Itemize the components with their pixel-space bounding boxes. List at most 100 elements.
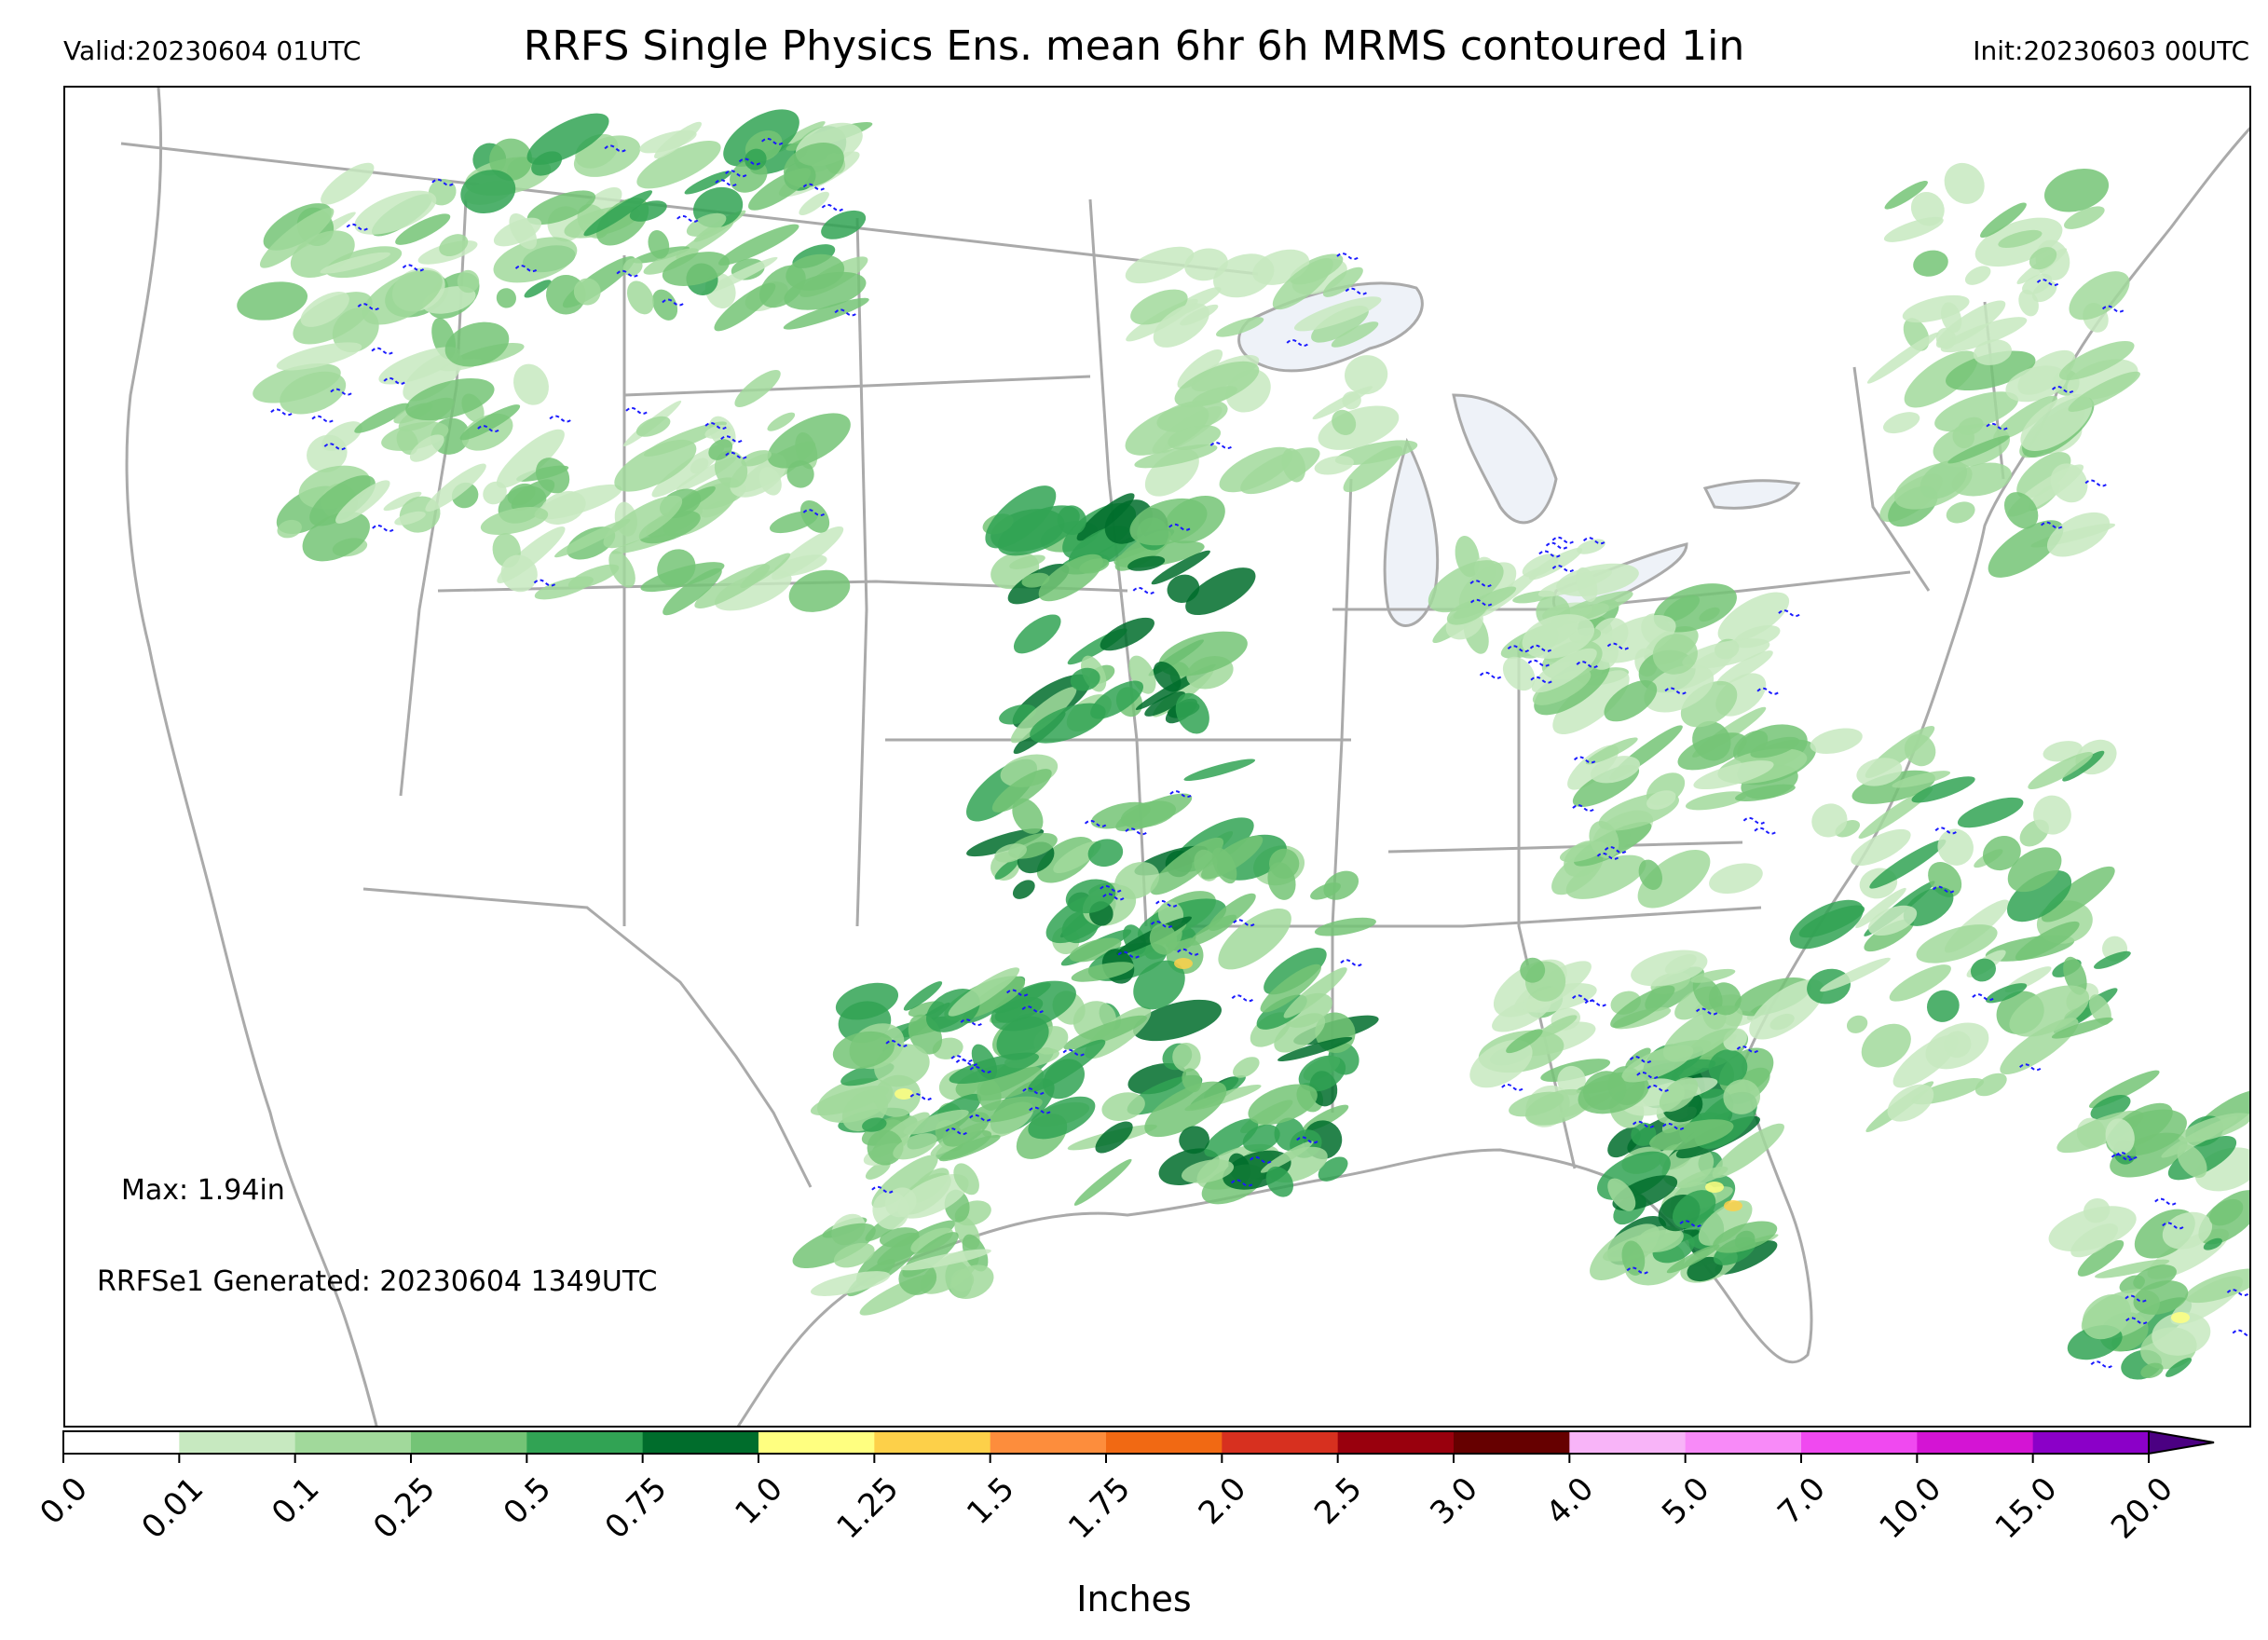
mrms-contour: [1501, 1083, 1525, 1091]
precip-cell: [2140, 1362, 2164, 1378]
mrms-contour: [1934, 827, 1959, 835]
colorbar-swatch: [758, 1431, 875, 1454]
precip-cell: [784, 271, 867, 310]
mrms-contour: [885, 1039, 909, 1047]
colorbar-swatches: [62, 1429, 2215, 1456]
precip-cell: [394, 511, 426, 526]
precip-cell: [1134, 444, 1218, 469]
precip-cell: [1749, 979, 1824, 1040]
mrms-contour: [1336, 253, 1360, 261]
precip-cell: [626, 280, 654, 315]
precip-cell: [1904, 350, 1978, 408]
precip-cell: [1293, 296, 1382, 332]
precip-cell: [1993, 395, 2057, 441]
precip-cell: [2031, 280, 2057, 303]
precip-cell: [821, 210, 867, 239]
precip-cell: [1925, 1022, 1989, 1070]
precip-cell: [767, 413, 851, 469]
precip-cell: [1810, 728, 1863, 754]
precip-cell: [1184, 248, 1228, 281]
precip-cell: [354, 403, 410, 433]
precip-cell: [489, 138, 533, 181]
precip-cell: [948, 967, 1020, 1017]
precip-cell: [1509, 1091, 1564, 1117]
map-title: RRFS Single Physics Ens. mean 6hr 6h MRM…: [523, 22, 1745, 70]
mrms-contour: [2125, 1317, 2150, 1325]
precip-cell: [1666, 1244, 1720, 1274]
mrms-contour: [357, 303, 382, 311]
mrms-contour: [1169, 790, 1194, 799]
precip-cell: [1133, 960, 1185, 1010]
precip-cell: [2082, 1294, 2131, 1340]
mrms-contour: [402, 264, 427, 272]
precip-cell: [457, 269, 480, 294]
colorbar-tick-label: 0.25: [366, 1470, 443, 1547]
mrms-contour: [1572, 804, 1596, 813]
precip-cell: [1717, 592, 1790, 643]
precip-cell: [526, 190, 596, 226]
precip-cell: [2051, 1017, 2113, 1039]
precip-cell: [1520, 957, 1546, 983]
mrms-contour: [604, 144, 628, 153]
mrms-contour: [270, 408, 294, 417]
mrms-contour: [1527, 659, 1552, 667]
precip-cell: [2046, 512, 2111, 557]
mrms-contour: [960, 1018, 984, 1027]
precip-cell: [1027, 1039, 1106, 1092]
precip-cell: [622, 257, 643, 277]
precip-cell: [1708, 1049, 1748, 1086]
precip-cell: [1867, 905, 1918, 936]
precip-cell: [460, 170, 516, 214]
precip-cell: [444, 321, 510, 367]
precip-cell: [1855, 887, 1906, 929]
mrms-contour: [1469, 598, 1495, 607]
precip-cell: [1260, 964, 1321, 1013]
mrms-contour: [1132, 586, 1157, 594]
precip-cell: [1552, 670, 1630, 734]
precip-cell: [1811, 803, 1848, 838]
mrms-contour: [1155, 899, 1180, 908]
precip-cell: [2203, 1237, 2222, 1250]
precip-cell: [2088, 994, 2111, 1025]
mrms-contour: [761, 137, 786, 145]
mrms-contour: [1596, 852, 1621, 860]
precip-cell: [1709, 863, 1763, 895]
precip-cell: [1644, 664, 1715, 713]
precip-cell: [1182, 1068, 1202, 1093]
border-3: [623, 375, 1091, 397]
mrms-contour: [1986, 422, 2010, 430]
precip-cell: [1589, 820, 1619, 858]
precip-cell: [2094, 950, 2131, 969]
precip-cell: [745, 148, 767, 171]
precip-cell: [1079, 558, 1110, 574]
precip-cell: [1100, 617, 1154, 651]
precip-cell: [1522, 614, 1595, 659]
precip-cell: [1904, 733, 1936, 767]
colorbar-swatch: [874, 1431, 991, 1454]
mrms-contour: [2111, 1153, 2136, 1161]
gulf-coast: [736, 1065, 1813, 1426]
precip-cell: [1264, 947, 1327, 995]
heavy-precip-cell: [2171, 1312, 2190, 1323]
mrms-contour: [715, 179, 739, 187]
precip-cell: [977, 1077, 1002, 1111]
precip-cell: [1522, 983, 1597, 1013]
precip-cell: [1946, 350, 2036, 391]
precip-cell: [701, 256, 778, 295]
mrms-contour: [969, 1065, 994, 1073]
precip-cell: [1453, 586, 1517, 619]
colorbar-tick-label: 2.5: [1307, 1470, 1370, 1533]
mrms-contour: [383, 376, 407, 385]
precip-cell: [1910, 191, 1945, 226]
mrms-contour: [625, 406, 649, 415]
precip-cell: [994, 859, 1018, 880]
precip-cell: [535, 458, 570, 494]
precip-cell: [938, 1134, 1001, 1162]
precip-cell: [862, 1117, 887, 1132]
mrms-contour: [1551, 536, 1577, 544]
precip-cell: [714, 450, 748, 488]
precip-cell: [2177, 1143, 2207, 1179]
precip-cell: [2062, 750, 2105, 782]
precipitation-field: [237, 109, 2249, 1380]
